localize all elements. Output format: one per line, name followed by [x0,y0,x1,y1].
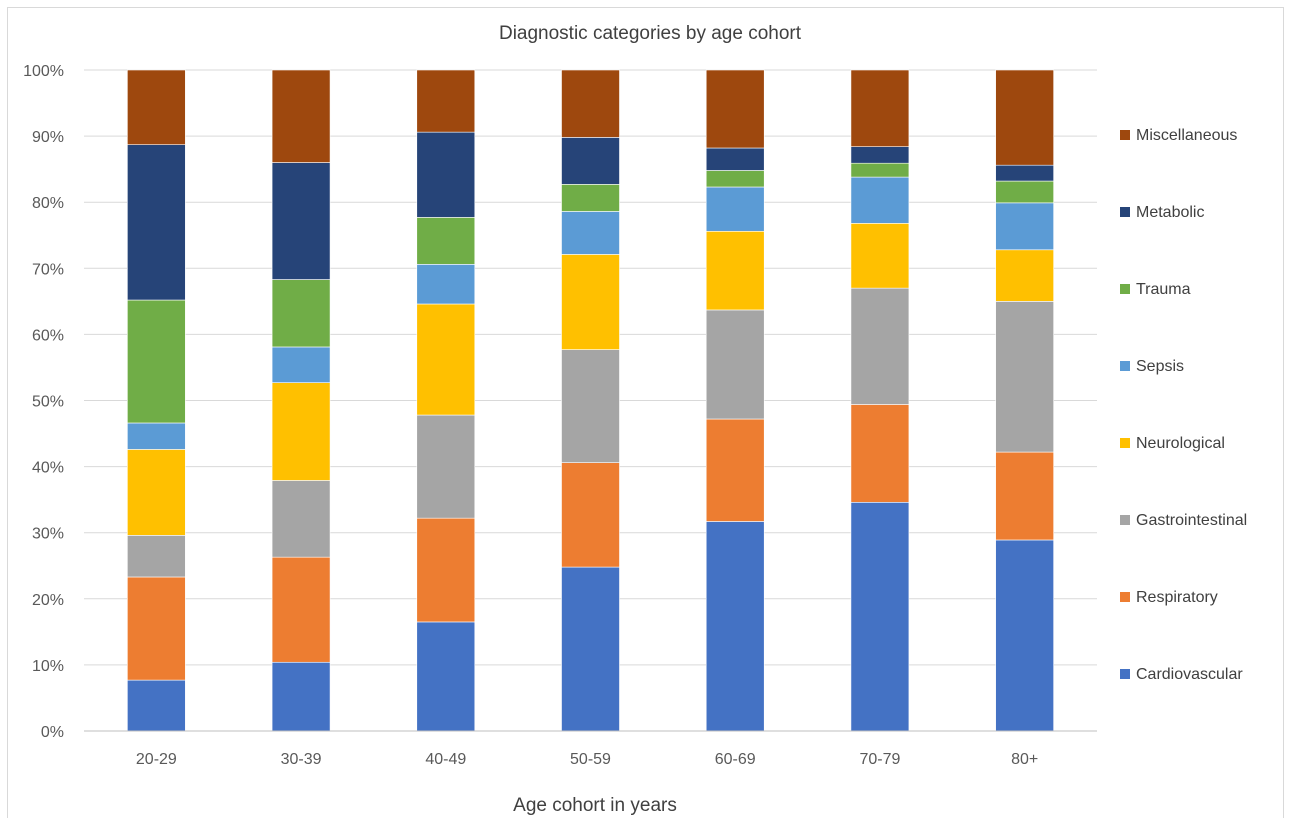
bar-segment-sepsis-20-29 [127,422,186,450]
bar-segment-gastrointestinal-50-59 [561,349,620,463]
bar-segment-sepsis-60-69 [705,186,765,232]
legend-swatch-trauma [1120,284,1130,294]
legend-label-sepsis: Sepsis [1136,358,1184,375]
bar-segment-cardiovascular-30-39 [271,661,331,732]
legend-swatch-sepsis [1120,361,1130,371]
bar-segment-neurological-30-39 [271,382,331,481]
legend-swatch-respiratory [1120,592,1130,602]
x-tick-label: 40-49 [425,751,466,768]
x-tick-label: 30-39 [281,751,322,768]
bar-segment-trauma-30-39 [271,279,331,348]
bar-segment-cardiovascular-40-49 [416,621,476,732]
bar-segment-metabolic-40-49 [416,131,476,218]
bar-segment-miscellaneous-70-79 [850,69,910,147]
bar-segment-metabolic-70-79 [850,146,910,164]
bar-segment-gastrointestinal-40-49 [416,414,476,519]
bar-segment-gastrointestinal-80+ [995,301,1054,453]
bar-segment-neurological-60-69 [705,230,765,311]
bar-segment-trauma-60-69 [705,170,765,188]
bar-segment-sepsis-50-59 [561,211,620,255]
x-tick-label: 50-59 [570,751,611,768]
bar-segment-neurological-20-29 [127,449,186,536]
bar-segment-metabolic-20-29 [127,144,186,301]
legend-label-trauma: Trauma [1136,281,1191,298]
y-tick-label: 90% [32,129,64,146]
bar-segment-neurological-70-79 [850,223,910,289]
x-axis-ticks: 20-29 30-39 40-49 50-59 60-69 70-79 80+ [136,751,1038,768]
y-tick-label: 20% [32,592,64,609]
y-tick-label: 30% [32,526,64,543]
bar-segment-cardiovascular-20-29 [127,679,186,732]
bar-segment-metabolic-60-69 [705,147,765,171]
bar-segment-miscellaneous-20-29 [127,69,186,145]
bar-segment-gastrointestinal-20-29 [127,535,186,578]
bar-segment-respiratory-30-39 [271,556,331,663]
bar-segment-sepsis-70-79 [850,176,910,224]
x-tick-label: 80+ [1011,751,1038,768]
bar-segment-neurological-40-49 [416,303,476,416]
y-tick-label: 60% [32,327,64,344]
bar-segment-cardiovascular-50-59 [561,566,620,732]
bar-segment-respiratory-70-79 [850,404,910,503]
bar-segment-metabolic-80+ [995,164,1054,182]
bar-segment-cardiovascular-80+ [995,539,1054,732]
bar-segment-sepsis-30-39 [271,346,331,383]
legend-swatch-cardiovascular [1120,669,1130,679]
y-tick-label: 40% [32,460,64,477]
y-tick-label: 0% [41,724,64,741]
legend-swatch-neurological [1120,438,1130,448]
bar-segment-miscellaneous-80+ [995,69,1054,166]
bar-segment-neurological-80+ [995,249,1054,302]
y-tick-label: 10% [32,658,64,675]
legend-label-neurological: Neurological [1136,435,1225,452]
legend-label-miscellaneous: Miscellaneous [1136,127,1237,144]
bar-segment-trauma-50-59 [561,184,620,212]
bar-segment-trauma-20-29 [127,299,186,424]
legend-label-respiratory: Respiratory [1136,589,1218,606]
bar-segment-sepsis-40-49 [416,264,476,305]
x-tick-label: 60-69 [715,751,756,768]
legend-swatch-miscellaneous [1120,130,1130,140]
bar-segment-respiratory-40-49 [416,517,476,623]
legend-label-cardiovascular: Cardiovascular [1136,666,1243,683]
y-axis-ticks: 0% 10% 20% 30% 40% 50% 60% 70% 80% 90% 100% [23,63,64,741]
legend-label-gastrointestinal: Gastrointestinal [1136,512,1247,529]
bar-segment-miscellaneous-50-59 [561,69,620,138]
legend-label-metabolic: Metabolic [1136,204,1204,221]
bar-segment-respiratory-60-69 [705,418,765,522]
bar-segment-gastrointestinal-60-69 [705,309,765,420]
bar-segment-metabolic-30-39 [271,162,331,280]
bar-segment-gastrointestinal-30-39 [271,480,331,558]
bar-segment-cardiovascular-60-69 [705,521,765,732]
bars [127,69,1054,732]
legend-swatch-metabolic [1120,207,1130,217]
stacked-bar-chart: Diagnostic categories by age cohort 0% 10… [23,23,1247,816]
bar-segment-metabolic-50-59 [561,137,620,185]
bar-segment-neurological-50-59 [561,254,620,350]
bar-segment-trauma-80+ [995,180,1054,204]
legend-swatch-gastrointestinal [1120,515,1130,525]
bar-segment-miscellaneous-40-49 [416,69,476,133]
bar-segment-trauma-40-49 [416,217,476,265]
bar-segment-miscellaneous-30-39 [271,69,331,163]
chart-frame: Diagnostic categories by age cohort 0% 10… [7,7,1284,818]
y-tick-label: 80% [32,195,64,212]
bar-segment-respiratory-80+ [995,451,1054,541]
bar-segment-miscellaneous-60-69 [705,69,765,149]
bar-segment-respiratory-20-29 [127,576,186,681]
bar-segment-sepsis-80+ [995,202,1054,251]
x-tick-label: 70-79 [859,751,900,768]
y-tick-label: 50% [32,394,64,411]
y-tick-label: 70% [32,261,64,278]
y-tick-label: 100% [23,63,64,80]
chart-title: Diagnostic categories by age cohort [499,23,802,44]
x-axis-label: Age cohort in years [513,795,677,816]
bar-segment-cardiovascular-70-79 [850,501,910,732]
bar-segment-gastrointestinal-70-79 [850,287,910,405]
bar-segment-respiratory-50-59 [561,462,620,568]
x-tick-label: 20-29 [136,751,177,768]
legend: Miscellaneous Metabolic Trauma Sepsis Neurol… [1120,127,1247,683]
bar-segment-trauma-70-79 [850,162,910,178]
